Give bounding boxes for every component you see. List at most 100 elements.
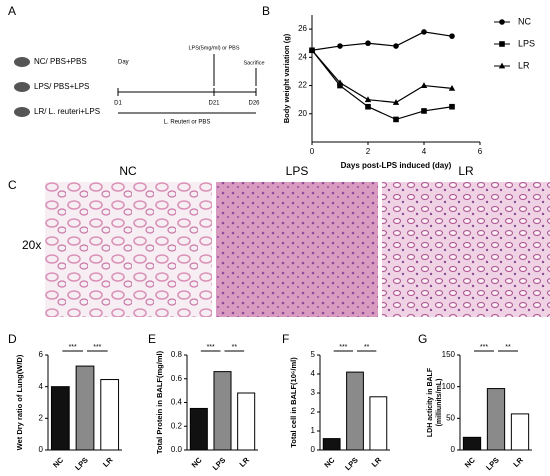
bar bbox=[75, 365, 95, 451]
day: D21 bbox=[208, 101, 220, 107]
significance-label: *** bbox=[93, 344, 101, 351]
x-tick-label: LR bbox=[370, 455, 384, 469]
y-tick-label: 150 bbox=[442, 350, 456, 359]
image-title: LR bbox=[458, 164, 474, 178]
group: LR/ L. reuteri+LPS bbox=[34, 107, 100, 116]
y-tick-label: 24 bbox=[298, 52, 307, 61]
panel-label: E bbox=[148, 332, 156, 346]
y-axis-label: Total cell in BALF(10⁶/ml) bbox=[289, 357, 298, 448]
y-tick-label: 22 bbox=[298, 81, 307, 90]
legend-marker bbox=[499, 19, 505, 25]
point bbox=[365, 40, 371, 47]
bar bbox=[100, 379, 120, 451]
y-tick-label: 0.8 bbox=[171, 350, 183, 359]
y-tick-label: 0.0 bbox=[171, 445, 183, 454]
x-axis-label: Days post-LPS induced (day) bbox=[341, 161, 452, 170]
x-tick-label: NC bbox=[463, 455, 477, 469]
point bbox=[393, 43, 399, 49]
point bbox=[421, 108, 427, 114]
series-line bbox=[311, 31, 453, 51]
legend-marker bbox=[499, 41, 505, 47]
panel-label: C bbox=[8, 178, 17, 192]
bar bbox=[510, 413, 530, 451]
y-tick-label: 1 bbox=[311, 426, 316, 435]
bar bbox=[213, 371, 232, 451]
day: D26 bbox=[248, 101, 260, 107]
y-axis-label: Total Protein in BALF(mg/ml) bbox=[155, 350, 164, 454]
bar bbox=[322, 438, 341, 451]
x-tick-label: NC bbox=[51, 455, 65, 469]
point bbox=[449, 103, 455, 110]
y-axis-label: LDH acticity in BALF bbox=[427, 367, 434, 437]
day: D1 bbox=[114, 101, 122, 107]
y-tick-label: 4 bbox=[311, 369, 316, 378]
y-tick-label: 5 bbox=[311, 350, 316, 359]
point bbox=[336, 79, 344, 86]
point bbox=[337, 82, 343, 89]
significance-label: *** bbox=[480, 344, 488, 351]
series-line bbox=[311, 49, 453, 121]
significance-label: ** bbox=[364, 344, 370, 351]
significance-label: ** bbox=[232, 344, 238, 351]
legend-label: LR bbox=[518, 60, 530, 70]
x-tick-label: LR bbox=[238, 455, 252, 469]
histology-image bbox=[382, 182, 550, 317]
x-tick-label: 0 bbox=[310, 147, 315, 156]
panel-label: G bbox=[418, 332, 427, 346]
y-axis-label: (milliunits/mL) bbox=[436, 379, 443, 427]
bar bbox=[369, 396, 388, 451]
x-tick-label: 4 bbox=[422, 147, 427, 156]
point bbox=[308, 46, 316, 53]
legend-label: LPS bbox=[518, 38, 535, 48]
y-tick-label: 26 bbox=[298, 24, 307, 33]
y-axis-label: Body weight variation (g) bbox=[282, 33, 291, 123]
histology-image bbox=[45, 182, 212, 317]
panel-label: B bbox=[262, 4, 270, 18]
annotation: LPS(5mg/ml) or PBS bbox=[188, 45, 239, 51]
x-tick-label: LPS bbox=[343, 455, 360, 472]
point bbox=[392, 99, 400, 105]
bar bbox=[237, 392, 256, 451]
y-tick-label: 0.2 bbox=[171, 421, 183, 430]
bar bbox=[189, 407, 208, 451]
y-tick-label: 3 bbox=[311, 388, 316, 397]
significance-label: ** bbox=[505, 344, 511, 351]
legend-marker bbox=[498, 62, 506, 69]
x-tick-label: 6 bbox=[478, 147, 483, 156]
y-tick-label: 2 bbox=[311, 407, 316, 416]
image-title: NC bbox=[119, 164, 137, 178]
bar bbox=[346, 371, 364, 451]
x-tick-label: LPS bbox=[73, 455, 90, 472]
y-tick-label: 0 bbox=[311, 445, 316, 454]
y-tick-label: 0.6 bbox=[171, 374, 183, 383]
y-tick-label: 0 bbox=[39, 445, 44, 454]
bar bbox=[486, 388, 506, 451]
image-title: LPS bbox=[286, 164, 309, 178]
x-tick-label: LPS bbox=[211, 455, 228, 472]
x-tick-label: LPS bbox=[484, 455, 501, 472]
panel-label: A bbox=[8, 4, 16, 18]
x-tick-label: NC bbox=[190, 455, 204, 469]
panel-label: D bbox=[8, 332, 17, 346]
point bbox=[393, 116, 399, 123]
point bbox=[449, 33, 455, 39]
y-tick-label: 0 bbox=[451, 445, 456, 454]
annotation: Sacrifice bbox=[243, 60, 264, 66]
point bbox=[420, 82, 428, 88]
histology-image bbox=[216, 182, 378, 317]
mice bbox=[14, 57, 30, 117]
y-tick-label: 6 bbox=[39, 350, 44, 359]
y-tick-label: 20 bbox=[298, 109, 307, 118]
y-tick-label: 0.4 bbox=[171, 398, 183, 407]
legend-label: NC bbox=[518, 16, 531, 26]
bar bbox=[462, 436, 482, 451]
y-tick-label: 100 bbox=[442, 382, 456, 391]
x-tick-label: NC bbox=[322, 455, 336, 469]
significance-label: *** bbox=[69, 344, 77, 351]
point bbox=[448, 84, 456, 91]
magnification: 20x bbox=[22, 238, 41, 252]
series-line bbox=[311, 49, 453, 104]
y-axis-label: Wet Dry ratio of Lung(W/D) bbox=[15, 354, 24, 450]
significance-label: *** bbox=[207, 344, 215, 351]
